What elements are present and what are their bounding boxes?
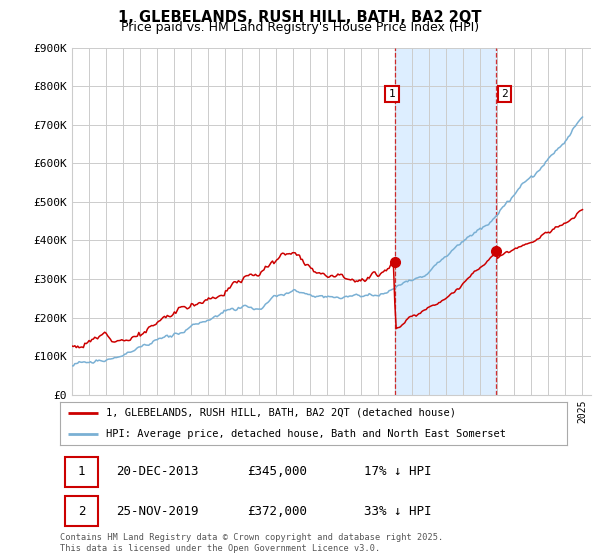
Text: HPI: Average price, detached house, Bath and North East Somerset: HPI: Average price, detached house, Bath… — [106, 429, 506, 439]
FancyBboxPatch shape — [65, 496, 98, 526]
Text: 1: 1 — [389, 89, 395, 99]
FancyBboxPatch shape — [65, 456, 98, 487]
Text: 1, GLEBELANDS, RUSH HILL, BATH, BA2 2QT (detached house): 1, GLEBELANDS, RUSH HILL, BATH, BA2 2QT … — [106, 408, 455, 418]
Bar — [395, 48, 496, 395]
Text: £372,000: £372,000 — [248, 505, 308, 517]
Text: Price paid vs. HM Land Registry's House Price Index (HPI): Price paid vs. HM Land Registry's House … — [121, 21, 479, 34]
Text: 20-DEC-2013: 20-DEC-2013 — [116, 465, 198, 478]
Text: 2: 2 — [78, 505, 85, 517]
Text: 2: 2 — [501, 89, 508, 99]
Text: 25-NOV-2019: 25-NOV-2019 — [116, 505, 198, 517]
Text: £345,000: £345,000 — [248, 465, 308, 478]
Text: 1: 1 — [78, 465, 85, 478]
Text: 1, GLEBELANDS, RUSH HILL, BATH, BA2 2QT: 1, GLEBELANDS, RUSH HILL, BATH, BA2 2QT — [118, 10, 482, 25]
Text: Contains HM Land Registry data © Crown copyright and database right 2025.
This d: Contains HM Land Registry data © Crown c… — [60, 533, 443, 553]
Text: 33% ↓ HPI: 33% ↓ HPI — [364, 505, 432, 517]
Text: 17% ↓ HPI: 17% ↓ HPI — [364, 465, 432, 478]
